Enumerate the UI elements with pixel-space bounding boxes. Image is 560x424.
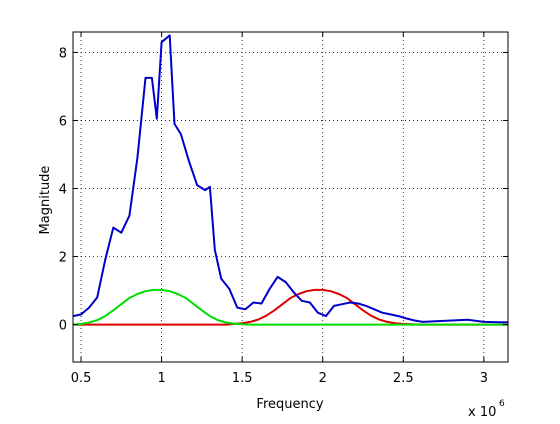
series-group [72,34,508,326]
y-axis-label: Magnitude [38,166,53,235]
x-tick-label: 0.5 [71,371,92,386]
series-line-2 [72,288,508,326]
y-tick-label: 6 [59,114,67,129]
x-tick-label: 3 [480,371,488,386]
y-tick-label: 8 [59,46,67,61]
plot-frame [72,31,509,363]
y-tick-label: 4 [59,182,67,197]
plot-area [73,32,508,362]
x-tick-label: 2.5 [393,371,414,386]
x-tick-label: 1.5 [232,371,253,386]
ticks: 0.5 1 1.5 2 2.5 3 0 2 4 6 8 [59,32,508,386]
series-line-3 [73,288,508,326]
x-tick-label: 1 [157,371,165,386]
series-line-1 [72,34,508,324]
x-tick-label: 2 [319,371,327,386]
x-axis-multiplier-exponent: 6 [499,399,505,409]
y-tick-label: 0 [59,319,67,334]
x-axis-label: Frequency [256,397,323,412]
y-tick-label: 2 [59,251,67,266]
x-axis-multiplier: x 10 [468,405,496,420]
